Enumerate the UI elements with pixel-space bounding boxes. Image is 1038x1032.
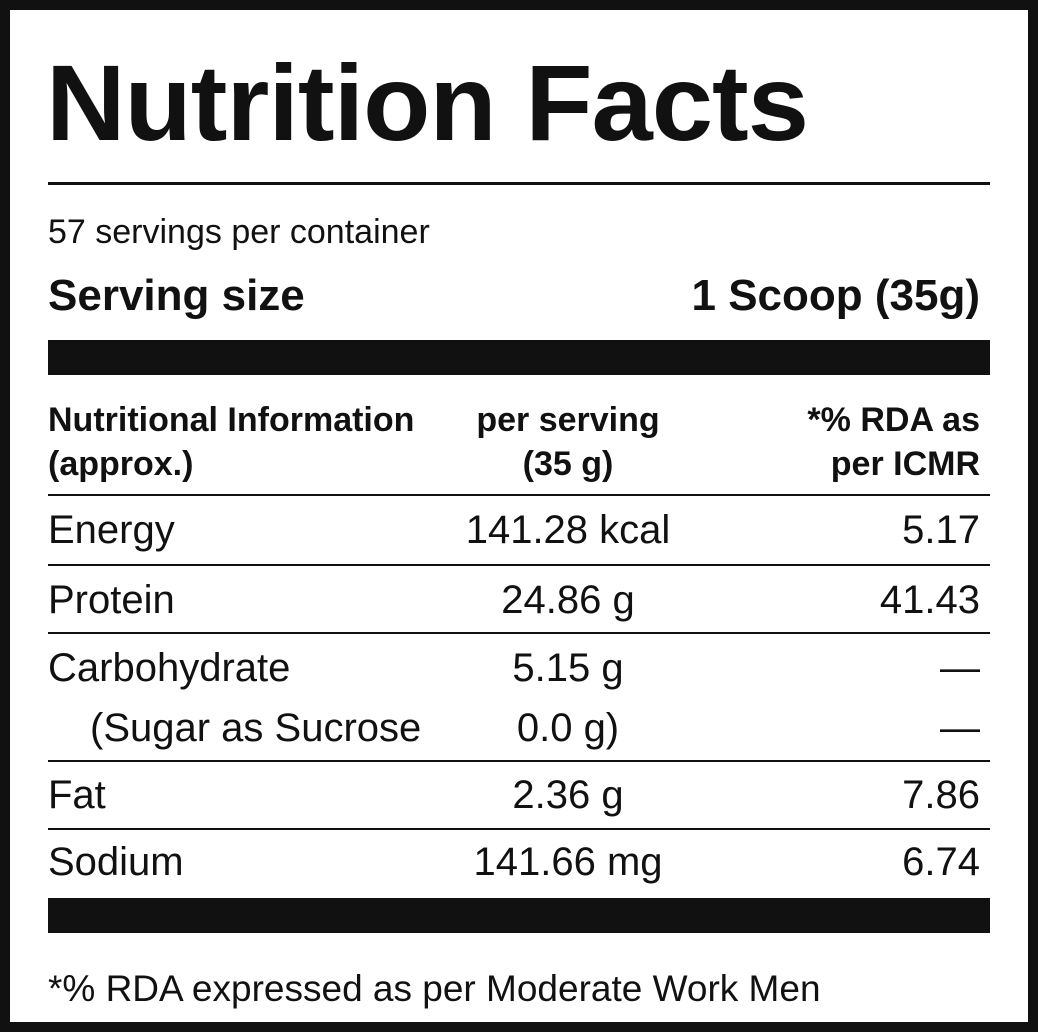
- row-rule: [48, 828, 990, 830]
- nutrient-name: Fat: [48, 773, 106, 817]
- per-serving: 2.36 g: [512, 773, 624, 817]
- header-line: *% RDA as: [807, 401, 980, 439]
- per-serving: 141.28 kcal: [465, 508, 671, 552]
- header-line: per serving: [476, 401, 660, 439]
- per-serving: 0.0 g): [516, 706, 620, 750]
- row-rule: [48, 494, 990, 496]
- header-cell: *% RDA as per ICMR: [807, 398, 980, 486]
- serving-size-value: 1 Scoop (35g): [691, 271, 981, 320]
- header-line: (approx.): [48, 445, 194, 483]
- per-serving: 5.15 g: [512, 646, 624, 690]
- rda-percent: —: [940, 646, 980, 690]
- thick-rule: [48, 340, 990, 375]
- nutrient-name: (Sugar as Sucrose: [90, 706, 422, 750]
- serving-size-label: Serving size: [48, 271, 305, 320]
- header-cell: Nutritional Information (approx.): [48, 398, 414, 486]
- thin-rule: [48, 182, 990, 185]
- header-cell: per serving (35 g): [418, 398, 718, 486]
- per-serving: 24.86 g: [501, 578, 635, 622]
- rda-percent: 41.43: [879, 578, 980, 622]
- servings: 57 servings per container: [48, 213, 430, 251]
- nutrient-name: Carbohydrate: [48, 646, 291, 690]
- header-line: per ICMR: [830, 445, 980, 483]
- footnote: *% RDA expressed as per Moderate Work Me…: [48, 968, 821, 1009]
- title: Nutrition Facts: [46, 42, 809, 163]
- thick-rule: [48, 898, 990, 933]
- rda-percent: —: [940, 706, 980, 750]
- rda-percent: 6.74: [902, 840, 980, 884]
- header-line: (35 g): [522, 445, 614, 483]
- nutrient-name: Sodium: [48, 840, 184, 884]
- per-serving: 141.66 mg: [473, 840, 663, 884]
- rda-percent: 7.86: [902, 773, 980, 817]
- row-rule: [48, 760, 990, 762]
- header-line: Nutritional Information: [48, 401, 415, 439]
- row-rule: [48, 632, 990, 634]
- nutrient-name: Energy: [48, 508, 175, 552]
- nutrient-name: Protein: [48, 578, 175, 622]
- rda-percent: 5.17: [902, 508, 980, 552]
- row-rule: [48, 564, 990, 566]
